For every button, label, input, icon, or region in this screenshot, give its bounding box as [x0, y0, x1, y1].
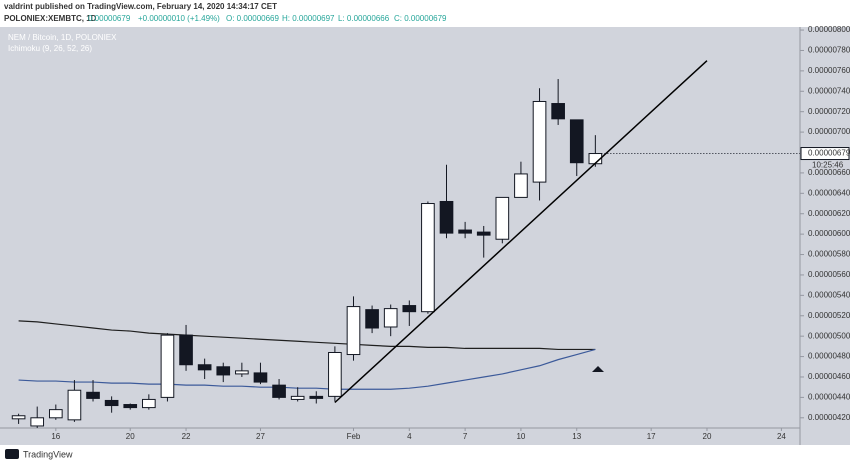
- y-tick-label: 0.00000540: [808, 290, 850, 299]
- countdown: 10:25:46: [812, 161, 844, 170]
- last-price-box: [800, 147, 850, 161]
- candle-body: [160, 334, 175, 398]
- candle-body: [439, 200, 454, 234]
- candle-body: [309, 395, 324, 399]
- y-tick-label: 0.00000560: [808, 270, 850, 279]
- candle-body: [551, 103, 565, 120]
- candle-body: [197, 364, 212, 371]
- header-bg: [0, 0, 850, 27]
- candle-body: [495, 196, 510, 240]
- ohlc-low: L: 0.00000666: [338, 14, 390, 23]
- candle-body: [11, 415, 26, 420]
- candle-body: [123, 404, 138, 409]
- brand: TradingView: [23, 449, 73, 459]
- x-tick-label: Feb: [347, 432, 361, 441]
- x-tick-label: 27: [256, 432, 265, 441]
- y-tick-label: 0.00000780: [808, 46, 850, 55]
- x-tick-label: 13: [572, 432, 581, 441]
- y-tick-label: 0.00000500: [808, 331, 850, 340]
- candle-body: [458, 229, 472, 234]
- candle-body: [104, 399, 119, 407]
- candle-body: [67, 389, 82, 421]
- y-tick-label: 0.00000440: [808, 392, 850, 401]
- y-tick-label: 0.00000580: [808, 250, 850, 259]
- candle-body: [86, 391, 100, 399]
- x-tick-label: 24: [777, 432, 786, 441]
- y-tick-label: 0.00000520: [808, 311, 850, 320]
- x-tick-label: 7: [463, 432, 468, 441]
- change: +0.00000010 (+1.49%): [138, 14, 220, 23]
- x-tick-label: 16: [51, 432, 60, 441]
- candle-body: [253, 372, 268, 383]
- candle-body: [532, 100, 547, 183]
- candle-body: [383, 308, 398, 328]
- y-tick-label: 0.00000660: [808, 168, 850, 177]
- y-tick-label: 0.00000420: [808, 413, 850, 422]
- y-tick-label: 0.00000620: [808, 209, 850, 218]
- x-tick-label: 20: [703, 432, 712, 441]
- ohlc-high: H: 0.00000697: [282, 14, 335, 23]
- y-tick-label: 0.00000800: [808, 25, 850, 34]
- y-tick-label: 0.00000480: [808, 352, 850, 361]
- y-tick-label: 0.00000600: [808, 229, 850, 238]
- candle-body: [48, 409, 63, 419]
- symbol: POLONIEX:XEMBTC, 1D: [4, 14, 97, 23]
- candle-body: [142, 398, 156, 409]
- trendline: [334, 60, 708, 404]
- candle-body: [328, 351, 342, 397]
- y-tick-label: 0.00000740: [808, 86, 850, 95]
- price: 0.00000679: [88, 14, 131, 23]
- signal-marker: [592, 366, 604, 372]
- y-tick-label: 0.00000760: [808, 66, 850, 75]
- candle-body: [569, 119, 584, 164]
- candle-body: [179, 334, 193, 366]
- y-tick-label: 0.00000700: [808, 127, 850, 136]
- candle-body: [476, 231, 491, 236]
- x-tick-label: 20: [126, 432, 135, 441]
- x-tick-label: 10: [516, 432, 525, 441]
- x-tick-label: 22: [182, 432, 191, 441]
- chart-title: NEM / Bitcoin, 1D, POLONIEX: [8, 33, 117, 42]
- candle-body: [346, 306, 361, 356]
- y-tick-label: 0.00000640: [808, 188, 850, 197]
- candle-body: [421, 203, 435, 313]
- candle-body: [365, 309, 379, 329]
- candle-body: [290, 395, 305, 400]
- candle-body: [30, 417, 45, 427]
- brand-logo: [5, 449, 19, 459]
- candle-body: [514, 173, 528, 198]
- ichimoku-line: [18, 320, 596, 351]
- candle-body: [216, 366, 231, 376]
- x-tick-label: 17: [647, 432, 656, 441]
- publisher: valdrint published on TradingView.com, F…: [4, 2, 277, 11]
- candle-body: [402, 305, 417, 313]
- ohlc-close: C: 0.00000679: [394, 14, 447, 23]
- y-tick-label: 0.00000720: [808, 107, 850, 116]
- candle-body: [272, 384, 286, 398]
- ichimoku-line: [18, 348, 596, 390]
- ohlc-open: O: 0.00000669: [226, 14, 279, 23]
- indicator-label: Ichimoku (9, 26, 52, 26): [8, 44, 92, 53]
- candle-body: [235, 370, 249, 375]
- x-tick-label: 4: [407, 432, 412, 441]
- last-price-label: 0.00000679: [808, 149, 850, 158]
- y-tick-label: 0.00000460: [808, 372, 850, 381]
